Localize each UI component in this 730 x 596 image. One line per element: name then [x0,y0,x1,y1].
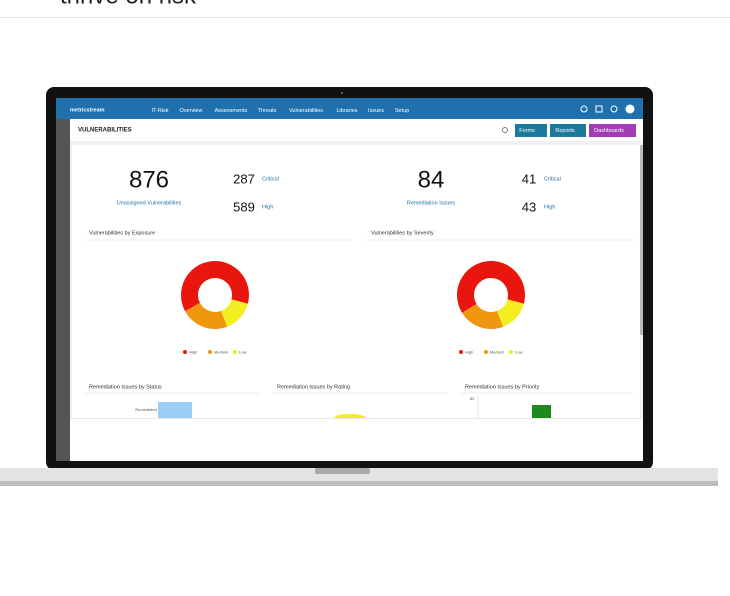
phone-icon[interactable] [610,105,618,113]
screen-overlay [70,418,643,461]
legend-label: High [189,350,197,355]
summary-total: 876 [129,166,169,193]
nav-item[interactable]: Libraries [336,108,357,114]
summary-value: 589 [233,199,255,214]
legend-swatch [183,350,187,354]
brand: metricstream [70,107,105,113]
donut-slice [221,299,248,327]
user-icon[interactable] [625,104,635,114]
axis-label: 80 [470,396,475,401]
camera [340,91,344,95]
laptop-base-edge [0,481,718,486]
donut-slice [497,299,524,327]
summary-label: Critical [262,176,279,182]
top-nav [56,98,643,119]
donut-slice [462,303,504,329]
nav-item[interactable]: Setup [395,108,409,114]
legend-label: Low [239,350,246,355]
donut-slice [181,261,249,312]
nav-item[interactable]: IT-Risk [151,108,168,114]
calendar-icon[interactable] [595,105,603,113]
forms-label: Forms [519,128,535,134]
panel-title: Remediation Issues by Priority [465,384,540,390]
donut-slice [457,261,525,313]
summary-value: 41 [522,171,536,186]
status-bar [158,402,192,418]
summary-total-label: Unassigned Vulnerabilities [117,200,182,206]
nav-item[interactable]: Assessments [215,108,248,114]
nav-item[interactable]: Vulnerabilities [289,108,323,114]
legend-swatch [459,350,463,354]
legend-label: Medium [490,350,505,355]
forms-button[interactable] [515,124,547,137]
dashboards-button[interactable] [589,124,636,137]
summary-value: 287 [233,171,255,186]
header-title: thrive on risk [60,0,197,9]
summary-value: 43 [522,199,536,214]
dashboard-card [72,145,640,418]
summary-total: 84 [418,166,445,193]
legend-label: Low [515,350,522,355]
summary-label: High [262,204,273,210]
page-title: VULNERABILITIES [78,128,132,134]
bar-label: Remediated [135,407,157,412]
panel-title: Remediation Issues by Status [89,384,162,390]
title-bar [70,119,643,141]
nav-item[interactable]: Overview [180,108,203,114]
panel-title: Vulnerabilities by Severity [371,230,434,236]
legend-swatch [233,350,237,354]
sidebar [56,119,70,461]
summary-label: Critical [544,176,561,182]
dashboards-label: Dashboards [594,128,624,134]
legend-label: Medium [214,350,229,355]
laptop-notch [315,468,370,474]
legend-swatch [484,350,488,354]
reports-label: Reports [555,128,575,134]
scrollbar [640,145,643,335]
summary-total-label: Remediation Issues [407,200,456,206]
reports-button[interactable] [550,124,586,137]
legend-label: High [465,350,473,355]
legend-swatch [509,350,513,354]
panel-title: Vulnerabilities by Exposure [89,230,155,236]
laptop-base [0,468,718,482]
legend-swatch [208,350,212,354]
top-strip [0,0,730,17]
priority-bar [532,405,551,418]
donut-slice [185,303,228,329]
panel-title: Remediation Issues by Rating [277,384,350,390]
nav-item[interactable]: Issues [368,108,384,114]
nav-item[interactable]: Threats [258,108,277,114]
help-icon[interactable] [502,127,508,133]
search-icon[interactable] [580,105,588,113]
summary-label: High [544,204,555,210]
